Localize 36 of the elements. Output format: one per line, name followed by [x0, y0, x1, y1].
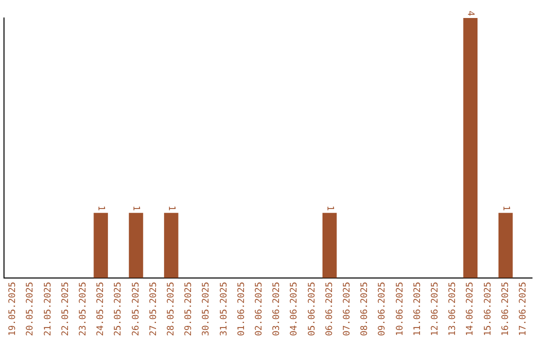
x-tick-label: 16.06.2025	[500, 282, 511, 336]
x-tick-label: 13.06.2025	[448, 282, 458, 336]
x-tick-label: 02.06.2025	[254, 282, 265, 336]
data-label: 1	[95, 205, 106, 211]
x-tick-label: 11.06.2025	[412, 282, 423, 336]
x-tick-label: 28.05.2025	[166, 282, 177, 336]
x-tick-label: 23.05.2025	[78, 282, 89, 336]
x-tick-label: 22.05.2025	[60, 282, 71, 336]
x-tick-label: 29.05.2025	[184, 282, 194, 336]
x-tick-label: 27.05.2025	[148, 282, 159, 336]
x-tick-label: 08.06.2025	[360, 282, 370, 336]
x-tick-label: 26.05.2025	[131, 282, 142, 336]
x-tick-label: 03.06.2025	[272, 282, 282, 336]
x-tick-label: 15.06.2025	[483, 282, 494, 336]
x-tick-label: 24.05.2025	[96, 282, 106, 336]
x-tick-label: 17.06.2025	[518, 282, 529, 336]
data-label: 1	[500, 205, 510, 211]
x-tick-label: 20.05.2025	[26, 282, 36, 336]
x-tick-label: 06.06.2025	[324, 282, 335, 336]
data-label: 4	[465, 10, 476, 16]
data-label: 1	[130, 205, 141, 211]
x-tick-label: 14.06.2025	[466, 282, 476, 336]
x-tick-label: 31.05.2025	[219, 282, 230, 336]
x-tick-label: 07.06.2025	[342, 282, 353, 336]
x-tick-label: 09.06.2025	[378, 282, 388, 336]
x-tick-label: 25.05.2025	[114, 282, 124, 336]
x-tick-label: 21.05.2025	[43, 282, 54, 336]
x-tick-label: 30.05.2025	[202, 282, 212, 336]
data-label: 1	[166, 205, 176, 211]
x-tick-label: 04.06.2025	[290, 282, 300, 336]
x-tick-label: 10.06.2025	[395, 282, 406, 336]
x-tick-label: 05.06.2025	[307, 282, 318, 336]
x-tick-label: 12.06.2025	[430, 282, 441, 336]
data-label: 1	[324, 205, 334, 211]
x-tick-label: 19.05.2025	[8, 282, 18, 336]
x-tick-label: 01.06.2025	[236, 282, 247, 336]
